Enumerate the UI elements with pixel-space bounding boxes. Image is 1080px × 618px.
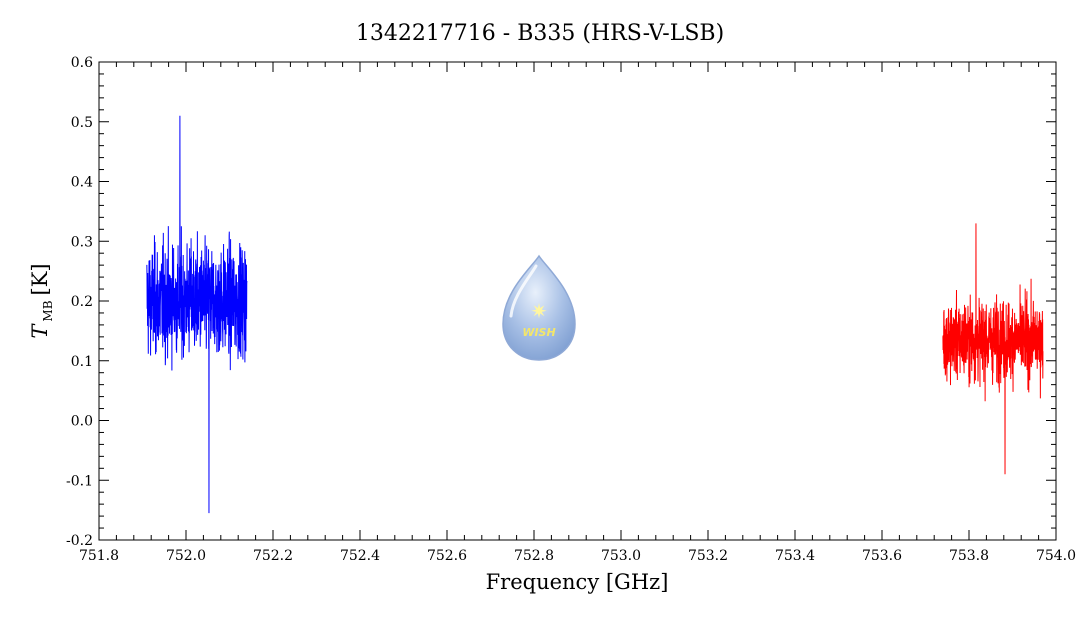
x-tick-label: 752.4 xyxy=(340,548,380,564)
x-tick-label: 751.8 xyxy=(79,548,119,564)
x-tick-label: 753.2 xyxy=(688,548,728,564)
x-tick-label: 753.4 xyxy=(775,548,815,564)
x-tick-labels: 751.8 752.0 752.2 752.4 752.6 752.8 753.0 753.2… xyxy=(79,548,1076,564)
wish-logo-text: WISH xyxy=(522,326,555,339)
y-axis-label-main: T xyxy=(28,323,52,339)
wish-star-icon: ✷ xyxy=(531,299,548,323)
y-tick-labels: -0.2 -0.1 0.0 0.1 0.2 0.3 0.4 0.5 0.6 xyxy=(66,55,93,549)
x-tick-label: 753.0 xyxy=(601,548,641,564)
chart-title: 1342217716 - B335 (HRS-V-LSB) xyxy=(356,21,724,46)
y-tick-label: 0.2 xyxy=(71,294,93,310)
x-tick-label: 753.8 xyxy=(949,548,989,564)
y-axis-label-unit: [K] xyxy=(28,263,52,295)
y-axis-label: T MB [K] xyxy=(28,263,55,338)
series-layer xyxy=(146,115,1044,514)
y-tick-label: -0.1 xyxy=(66,473,93,489)
y-tick-label: 0.0 xyxy=(71,414,93,430)
x-tick-label: 752.8 xyxy=(514,548,554,564)
y-tick-label: 0.4 xyxy=(71,175,93,191)
y-tick-label: 0.5 xyxy=(71,115,93,131)
y-tick-label: 0.3 xyxy=(71,234,93,250)
spectrum-series-1 xyxy=(146,115,248,514)
wish-drop-shape xyxy=(502,254,576,361)
y-tick-label: -0.2 xyxy=(66,533,93,549)
x-axis-label: Frequency [GHz] xyxy=(486,570,669,594)
x-tick-label: 753.6 xyxy=(862,548,902,564)
wish-logo: ✷ WISH xyxy=(502,254,576,361)
y-axis-label-sub: MB xyxy=(41,300,55,321)
wish-drop-highlight xyxy=(509,264,538,318)
ticks-layer xyxy=(98,61,1057,541)
x-tick-label: 752.2 xyxy=(253,548,293,564)
x-tick-label: 754.0 xyxy=(1036,548,1076,564)
y-tick-label: 0.6 xyxy=(71,55,93,71)
y-tick-label: 0.1 xyxy=(71,354,93,370)
spectrum-series-2 xyxy=(942,223,1044,475)
x-tick-label: 752.0 xyxy=(166,548,206,564)
x-tick-label: 752.6 xyxy=(427,548,467,564)
